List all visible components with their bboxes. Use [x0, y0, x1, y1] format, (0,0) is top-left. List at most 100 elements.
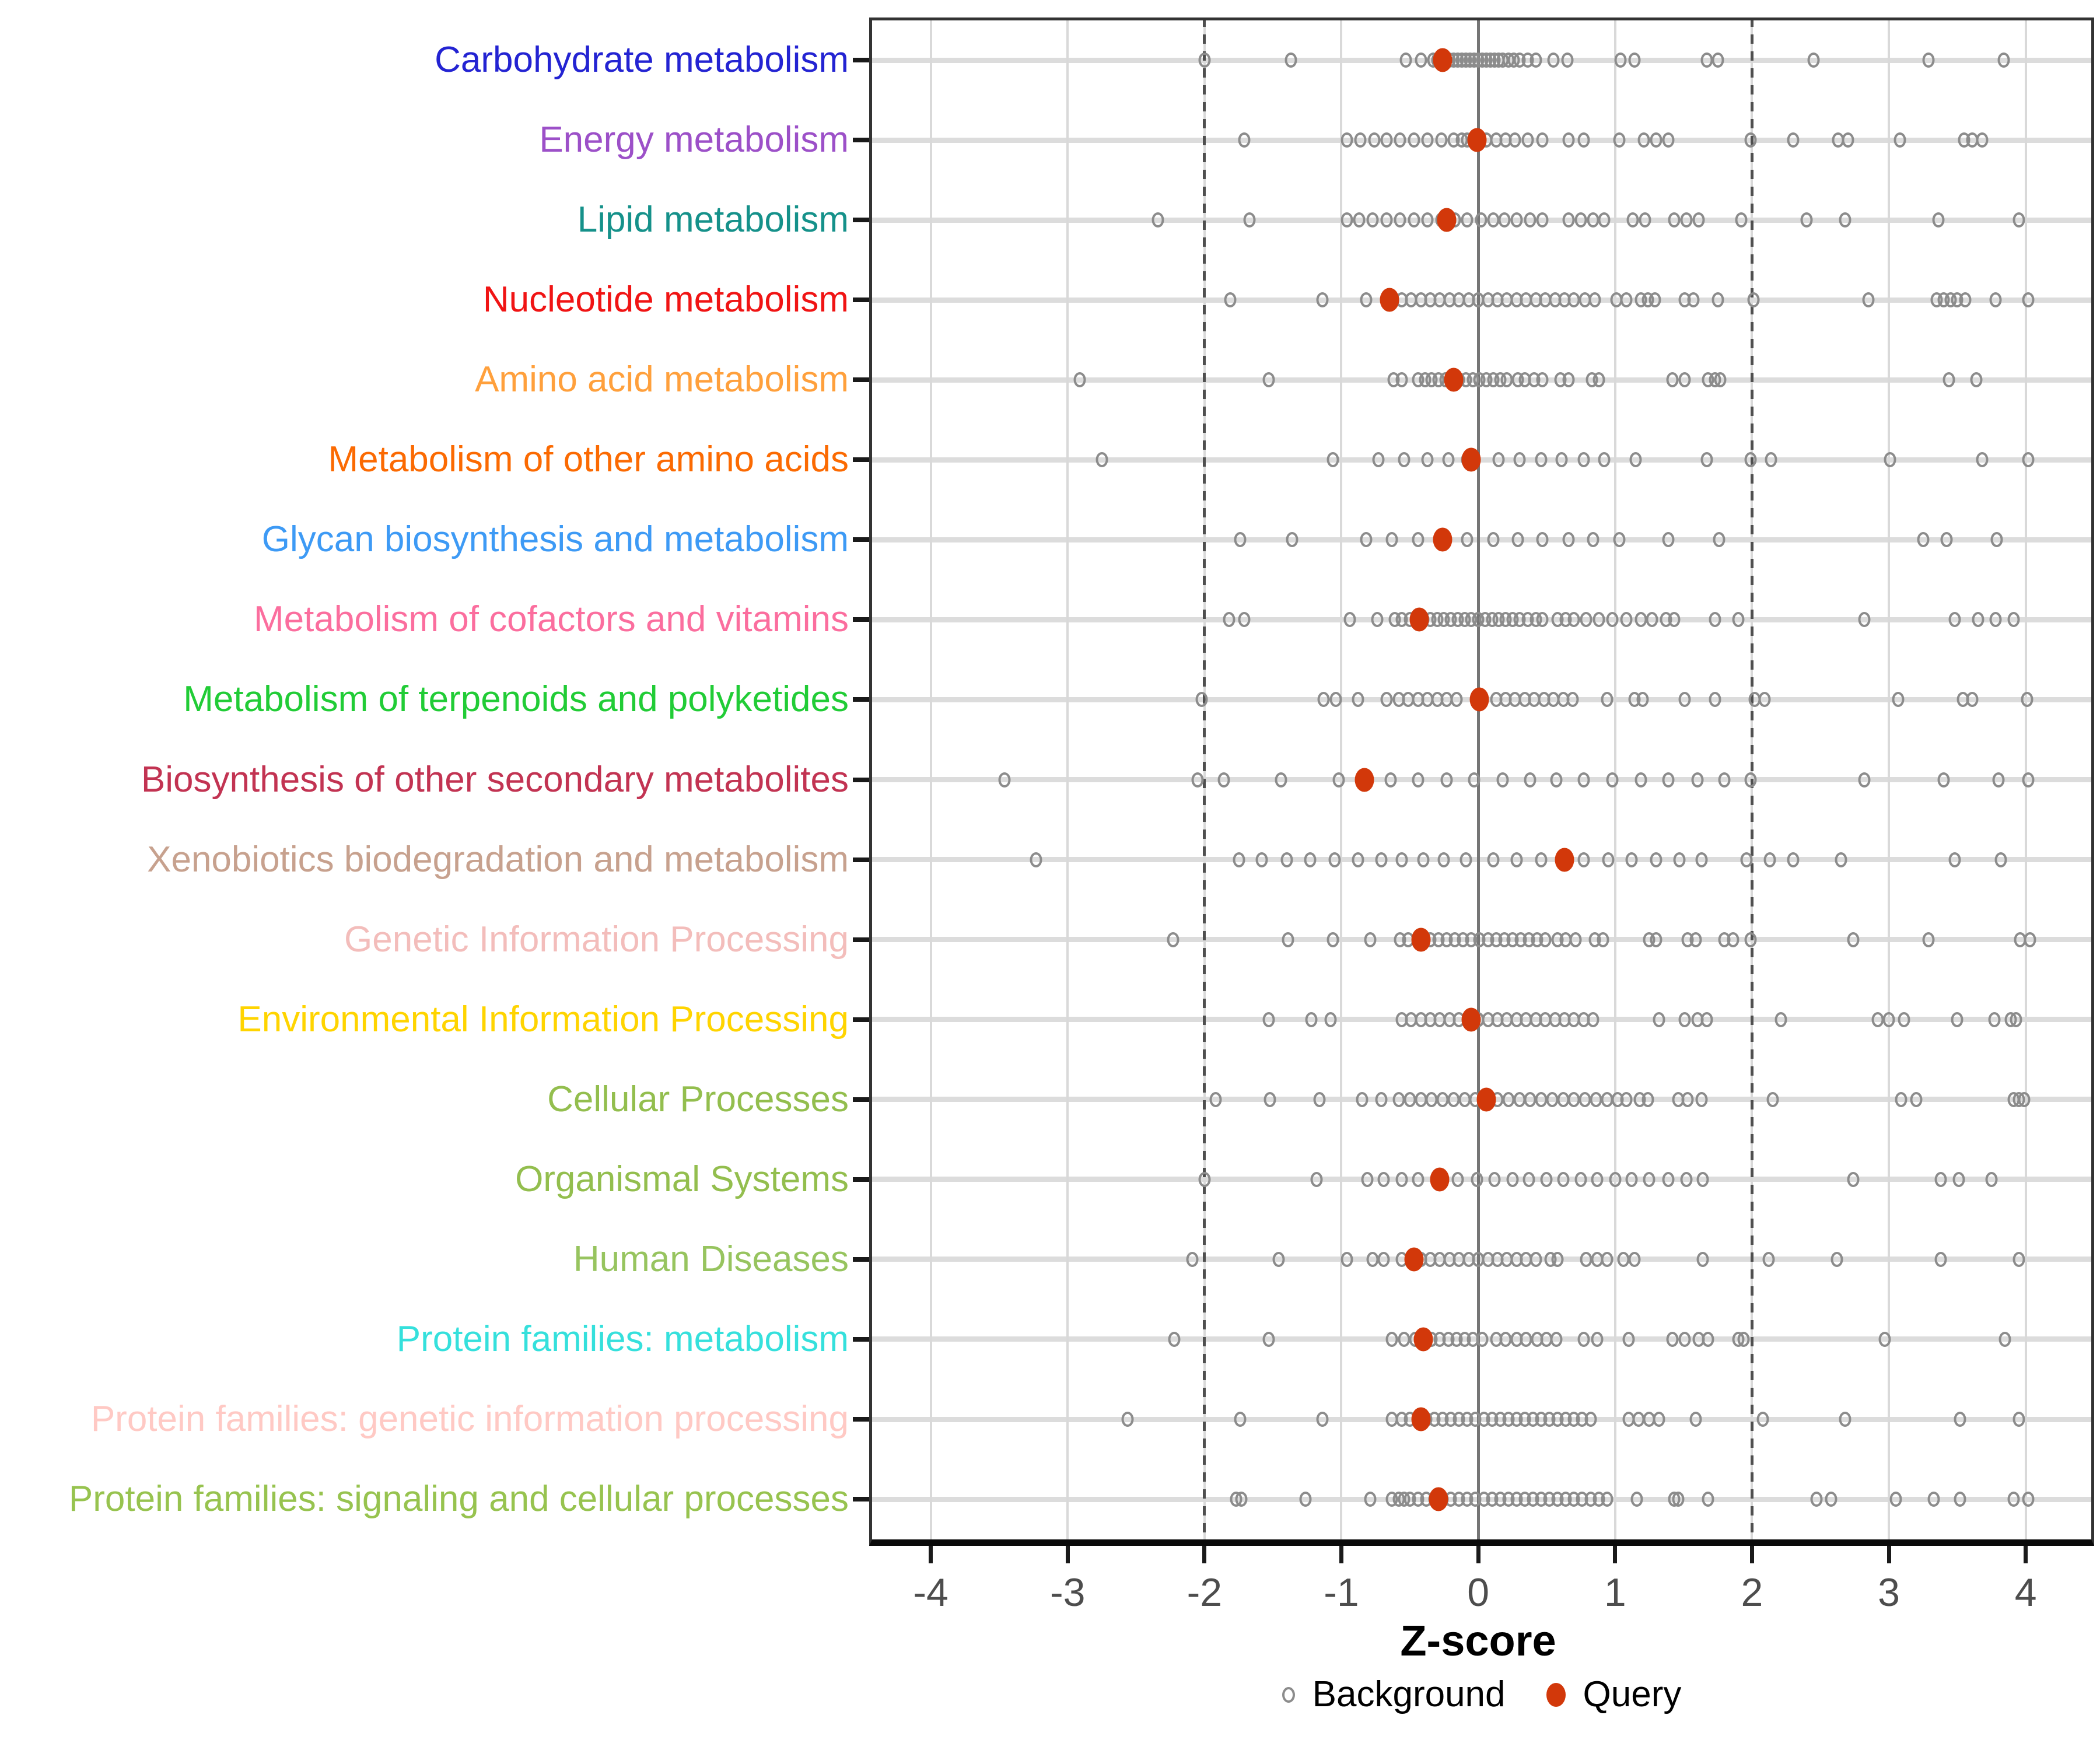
background-point — [1530, 52, 1542, 68]
background-point — [1601, 1251, 1614, 1267]
background-point — [1825, 1492, 1838, 1507]
background-point — [1672, 1492, 1685, 1507]
background-point — [1360, 292, 1373, 308]
category-label: Protein families: genetic information pr… — [90, 1399, 849, 1440]
query-point — [1404, 1247, 1424, 1272]
background-point — [1566, 692, 1579, 708]
background-point — [1408, 212, 1420, 228]
background-point — [1673, 852, 1686, 867]
background-point — [1536, 372, 1549, 388]
background-point — [1437, 852, 1450, 867]
background-point — [1152, 212, 1164, 228]
background-point — [1380, 692, 1393, 708]
y-tick-mark — [853, 298, 869, 303]
background-point — [2018, 1091, 2031, 1107]
background-point — [1371, 612, 1383, 628]
background-point — [1262, 372, 1275, 388]
background-point — [1762, 1251, 1775, 1267]
background-point — [1574, 1171, 1587, 1187]
background-point — [1951, 1012, 1964, 1027]
background-point — [1536, 212, 1549, 228]
background-point — [1858, 612, 1871, 628]
row-gridline — [869, 857, 2094, 863]
background-point — [1442, 452, 1454, 468]
row-gridline — [869, 537, 2094, 542]
background-point — [1415, 52, 1427, 68]
query-point — [1467, 128, 1487, 152]
background-point — [1648, 292, 1661, 308]
background-point — [1264, 1091, 1276, 1107]
background-point — [2013, 212, 2025, 228]
background-point — [1299, 1492, 1312, 1507]
background-point — [1468, 772, 1480, 788]
background-point — [2022, 772, 2035, 788]
background-point — [1714, 372, 1727, 388]
background-point — [1989, 612, 2002, 628]
background-point — [1948, 612, 1961, 628]
query-point — [1461, 1007, 1481, 1032]
x-tick-mark — [2024, 1546, 2028, 1563]
background-point — [1756, 1412, 1769, 1427]
background-point — [1700, 452, 1713, 468]
x-tick-label: 2 — [1741, 1570, 1763, 1615]
background-point — [1994, 852, 2007, 867]
background-point — [1328, 852, 1341, 867]
x-tick-mark — [1887, 1546, 1891, 1563]
background-point — [1668, 212, 1681, 228]
background-point — [1375, 1091, 1388, 1107]
background-point — [1972, 612, 1985, 628]
background-point — [1488, 1171, 1501, 1187]
legend-item-query: Query — [1546, 1671, 1681, 1718]
x-tick-mark — [1613, 1546, 1618, 1563]
background-point — [2021, 692, 2034, 708]
background-point — [1536, 132, 1549, 148]
background-point — [1492, 452, 1505, 468]
background-point — [1395, 852, 1408, 867]
background-point — [1421, 132, 1434, 148]
background-point — [1377, 1171, 1390, 1187]
x-tick-mark — [1065, 1546, 1070, 1563]
background-point — [1847, 1171, 1860, 1187]
category-label: Glycan biosynthesis and metabolism — [261, 519, 849, 560]
background-point — [1943, 372, 1955, 388]
background-point — [1398, 452, 1410, 468]
open-circle-icon — [1282, 1686, 1295, 1703]
background-point — [1243, 212, 1256, 228]
category-label: Carbohydrate metabolism — [435, 40, 849, 80]
background-point — [1878, 1331, 1891, 1347]
panel-border — [869, 18, 2094, 1546]
x-tick-label: -2 — [1186, 1570, 1223, 1615]
query-point — [1461, 447, 1481, 472]
background-point — [1882, 1012, 1895, 1027]
background-point — [1550, 772, 1563, 788]
background-point — [1927, 1492, 1940, 1507]
x-tick-mark — [1749, 1546, 1754, 1563]
category-label: Organismal Systems — [515, 1158, 849, 1199]
category-label: Protein families: signaling and cellular… — [68, 1479, 849, 1520]
background-point — [1521, 132, 1534, 148]
background-point — [1562, 532, 1575, 548]
background-point — [1510, 852, 1523, 867]
background-point — [1892, 692, 1905, 708]
query-point — [1433, 48, 1452, 72]
background-point — [1233, 852, 1245, 867]
background-point — [1562, 132, 1575, 148]
background-point — [1602, 852, 1615, 867]
x-tick-label: 4 — [2014, 1570, 2037, 1615]
background-point — [1650, 132, 1662, 148]
query-point — [1409, 607, 1429, 632]
y-tick-mark — [853, 377, 869, 383]
category-label: Metabolism of terpenoids and polyketides — [183, 679, 849, 720]
background-point — [1831, 1251, 1843, 1267]
background-point — [1577, 852, 1590, 867]
background-point — [1498, 212, 1511, 228]
background-point — [1954, 1412, 1966, 1427]
background-point — [1284, 52, 1297, 68]
background-point — [1364, 1492, 1377, 1507]
background-point — [1280, 852, 1293, 867]
background-point — [1380, 132, 1393, 148]
filled-circle-icon — [1546, 1682, 1566, 1707]
background-point — [1540, 1171, 1553, 1187]
background-point — [1366, 212, 1379, 228]
background-point — [1557, 1171, 1570, 1187]
